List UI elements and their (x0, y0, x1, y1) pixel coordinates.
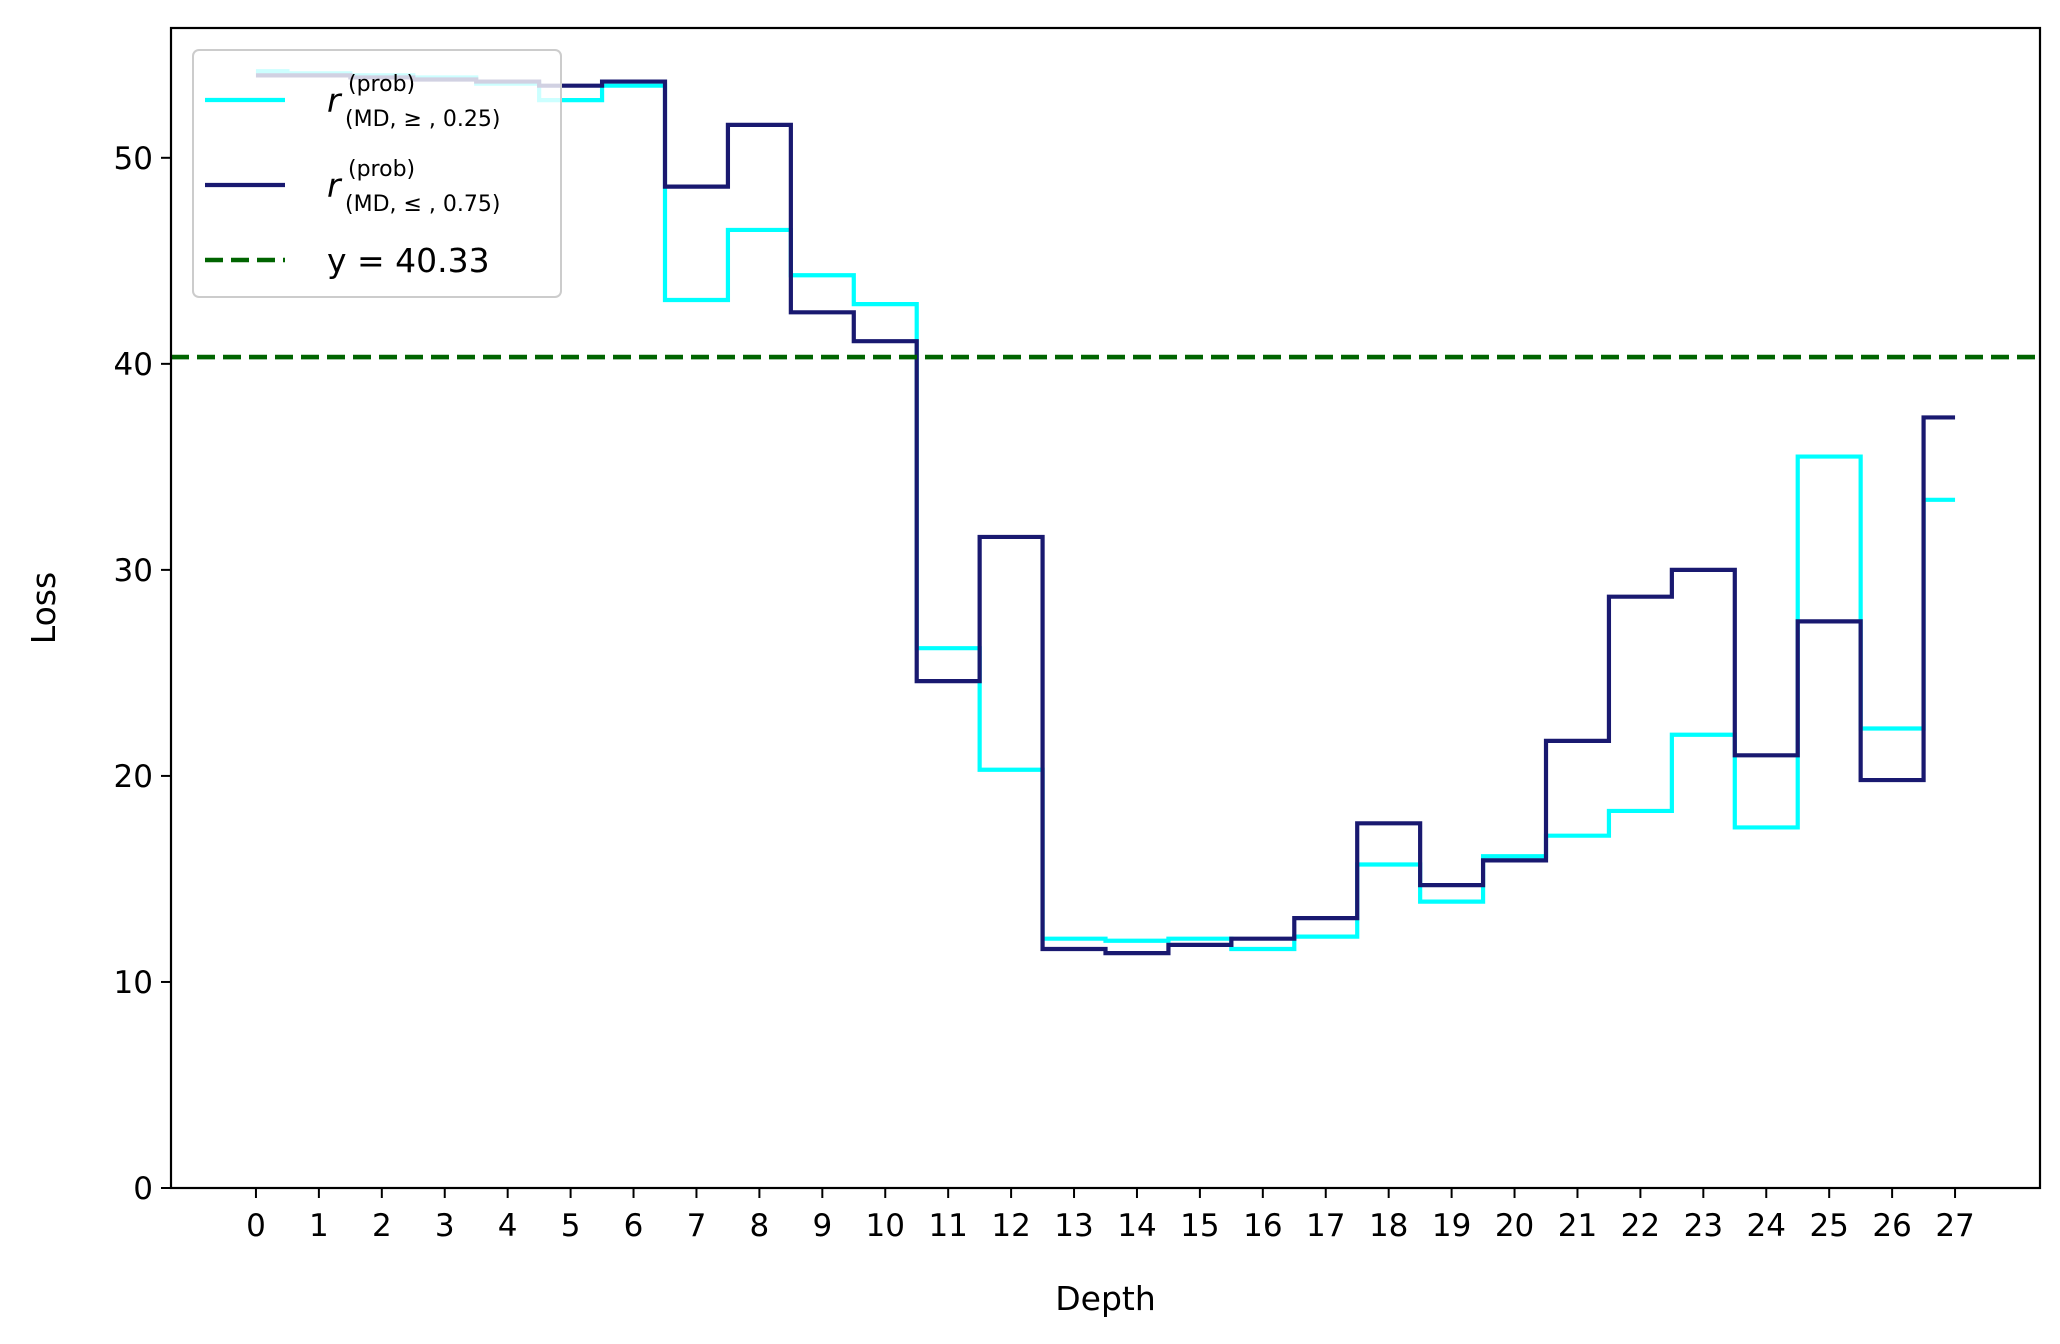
x-axis-label: Depth (1055, 1279, 1156, 1318)
x-tick-label: 16 (1243, 1208, 1282, 1244)
x-tick-label: 13 (1054, 1208, 1093, 1244)
y-axis-label: Loss (24, 572, 63, 644)
x-tick-label: 11 (928, 1208, 967, 1244)
x-tick-label: 7 (687, 1208, 707, 1244)
x-tick-label: 0 (246, 1208, 266, 1244)
axes-frame (169, 26, 2042, 1190)
x-tick-label: 20 (1495, 1208, 1534, 1244)
x-tick-label: 10 (866, 1208, 905, 1244)
x-tick-label: 23 (1684, 1208, 1723, 1244)
legend-box (192, 49, 562, 298)
legend-label-2: r (327, 166, 343, 205)
y-axis: 0 10 20 30 40 50 (114, 141, 171, 1207)
x-tick-label: 27 (1935, 1208, 1974, 1244)
y-tick-label: 50 (114, 141, 153, 177)
legend-label-sup-2: (prob) (348, 157, 415, 182)
x-tick-label: 15 (1180, 1208, 1219, 1244)
y-tick-label: 10 (114, 965, 153, 1001)
x-tick-label: 2 (372, 1208, 392, 1244)
x-tick-label: 3 (435, 1208, 455, 1244)
x-tick-label: 4 (498, 1208, 518, 1244)
y-tick-label: 30 (114, 553, 153, 589)
x-tick-label: 22 (1621, 1208, 1660, 1244)
x-tick-label: 8 (750, 1208, 770, 1244)
x-tick-label: 14 (1117, 1208, 1156, 1244)
y-tick-label: 20 (114, 759, 153, 795)
x-tick-label: 9 (812, 1208, 832, 1244)
y-tick-label: 40 (114, 347, 153, 383)
x-tick-label: 24 (1747, 1208, 1786, 1244)
x-tick-label: 18 (1369, 1208, 1408, 1244)
legend-label-reference: y = 40.33 (327, 241, 490, 280)
legend-label-sup-1: (prob) (348, 72, 415, 97)
x-tick-label: 19 (1432, 1208, 1471, 1244)
x-tick-label: 17 (1306, 1208, 1345, 1244)
x-tick-label: 12 (991, 1208, 1030, 1244)
x-tick-label: 5 (561, 1208, 581, 1244)
x-tick-label: 25 (1809, 1208, 1848, 1244)
x-tick-label: 1 (309, 1208, 329, 1244)
y-tick-label: 0 (133, 1171, 153, 1207)
x-tick-label: 26 (1872, 1208, 1911, 1244)
legend-label-sub-2: (MD, ≤ , 0.75) (345, 192, 500, 217)
x-tick-label: 21 (1558, 1208, 1597, 1244)
legend-label-1: r (327, 81, 343, 120)
legend: r (prob)(MD, ≥ , 0.25)r (prob)(MD, ≤ , 0.7… (192, 49, 562, 298)
legend-label-sub-1: (MD, ≥ , 0.25) (345, 107, 500, 132)
x-tick-label: 6 (624, 1208, 644, 1244)
x-axis: 0 1 2 3 4 5 6 7 8 9 10 11 12 13 14 15 16 17 18 19 20 21 22 23 24… (246, 1188, 1975, 1244)
